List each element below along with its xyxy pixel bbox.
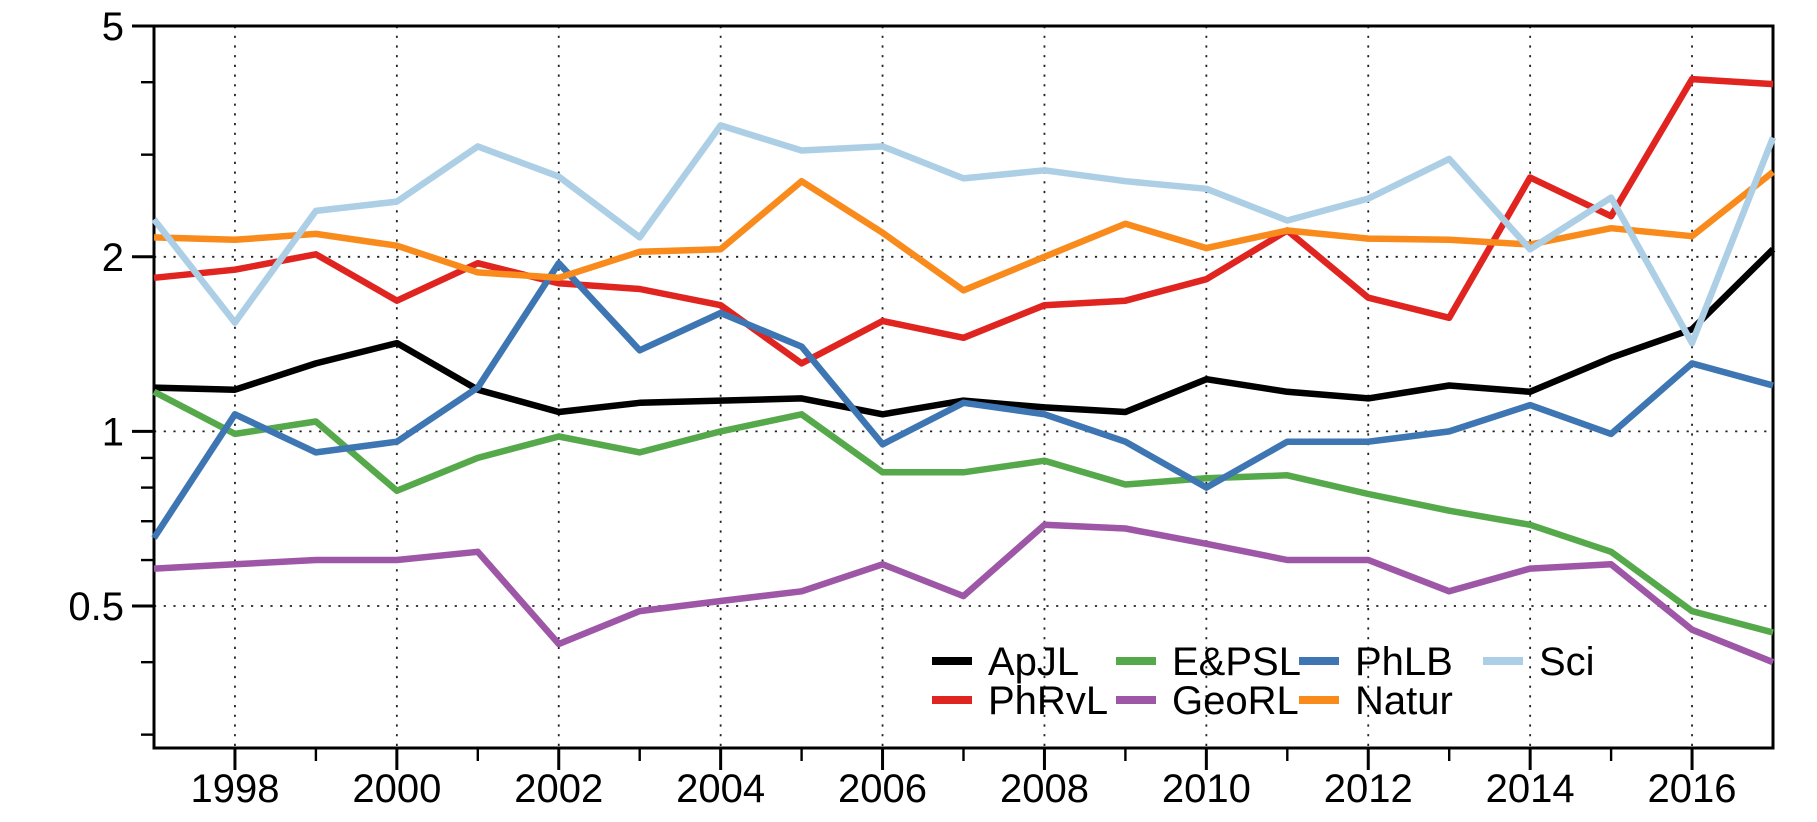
legend-label-Sci: Sci <box>1539 640 1595 684</box>
series-line-GeoRL <box>153 521 1775 666</box>
x-tick-label-2012: 2012 <box>1324 767 1413 811</box>
x-tick-label-1998: 1998 <box>190 767 279 811</box>
x-tick-label-2006: 2006 <box>838 767 927 811</box>
legend-label-PhLB: PhLB <box>1355 640 1453 684</box>
legend-label-ApJL: ApJL <box>988 640 1079 684</box>
series-line-PhLB <box>151 259 1774 540</box>
series-line-ApJL <box>153 246 1776 418</box>
legend-label-EPSL: E&PSL <box>1172 640 1301 684</box>
y-tick-label-5: 5 <box>102 5 124 49</box>
series-line-EPSL <box>152 388 1774 636</box>
legend-label-Natur: Natur <box>1355 679 1453 723</box>
x-tick-label-2008: 2008 <box>1000 767 1089 811</box>
x-tick-label-2010: 2010 <box>1162 767 1251 811</box>
x-tick-label-2004: 2004 <box>676 767 765 811</box>
x-tick-label-2016: 2016 <box>1648 767 1737 811</box>
legend-label-PhRvL: PhRvL <box>988 679 1108 723</box>
plot-border <box>152 24 1775 750</box>
series-line-PhRvL <box>153 75 1774 367</box>
x-tick-label-2014: 2014 <box>1486 767 1575 811</box>
x-tick-label-2002: 2002 <box>514 767 603 811</box>
legend-label-GeoRL: GeoRL <box>1172 679 1299 723</box>
y-tick-label-1: 1 <box>102 410 124 454</box>
series-line-Sci <box>151 122 1777 347</box>
y-tick-label-2: 2 <box>102 236 124 280</box>
series-line-Natur <box>153 169 1776 294</box>
x-tick-label-2000: 2000 <box>352 767 441 811</box>
y-tick-label-0.5: 0.5 <box>68 585 124 629</box>
